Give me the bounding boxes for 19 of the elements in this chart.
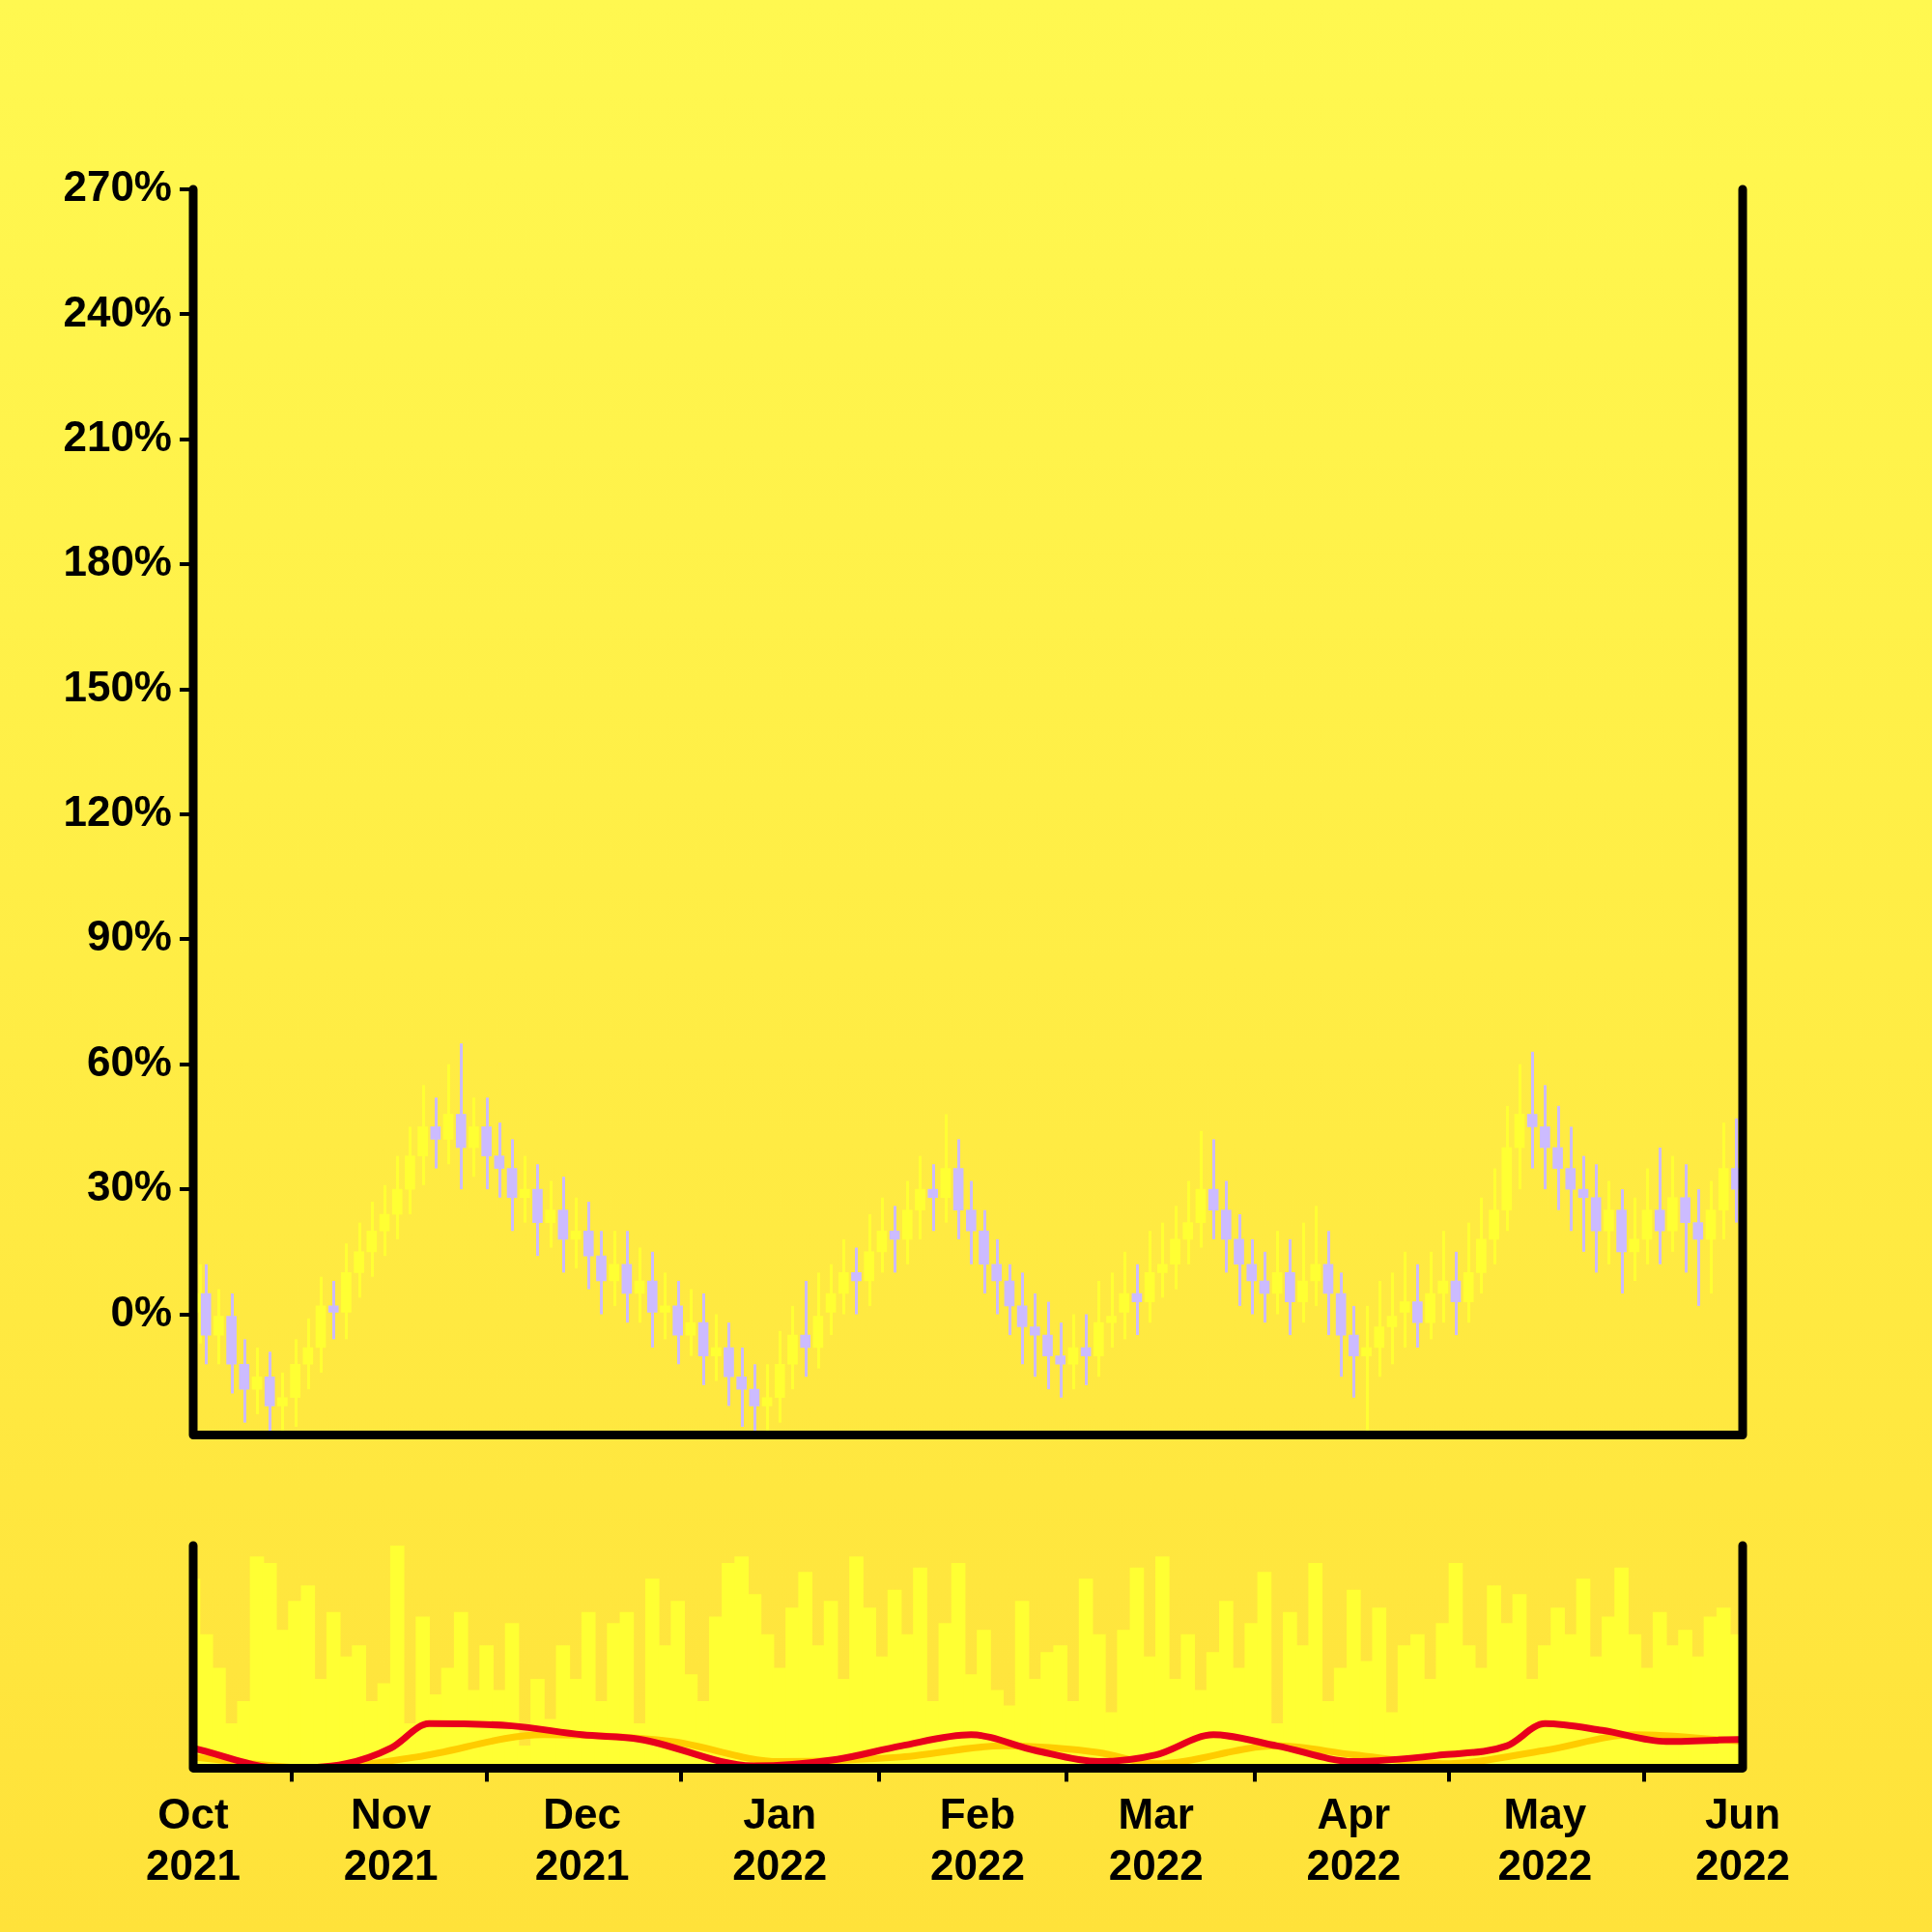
y-tick-label: 60% — [86, 1037, 172, 1085]
y-tick-label: 180% — [63, 537, 172, 585]
y-tick-label: 240% — [63, 287, 172, 335]
y-tick-label: 270% — [63, 162, 172, 211]
x-tick-label: Nov 2021 — [343, 1789, 439, 1889]
x-tick-label: Dec 2021 — [534, 1789, 630, 1889]
x-tick-label: May 2022 — [1497, 1789, 1593, 1889]
y-tick-label: 210% — [63, 412, 172, 460]
y-tick-label: 120% — [63, 787, 172, 836]
y-tick-label: 150% — [63, 662, 172, 710]
x-tick-label: Mar 2022 — [1108, 1789, 1204, 1889]
y-tick-label: 90% — [86, 912, 172, 960]
x-tick-label: Apr 2022 — [1306, 1789, 1402, 1889]
x-tick-label: Jan 2022 — [732, 1789, 828, 1889]
x-tick-label: Oct 2021 — [146, 1789, 241, 1889]
x-tick-label: Jun 2022 — [1695, 1789, 1790, 1889]
y-tick-label: 30% — [86, 1162, 172, 1210]
x-tick-label: Feb 2022 — [929, 1789, 1025, 1889]
y-tick-label: 0% — [110, 1287, 172, 1335]
